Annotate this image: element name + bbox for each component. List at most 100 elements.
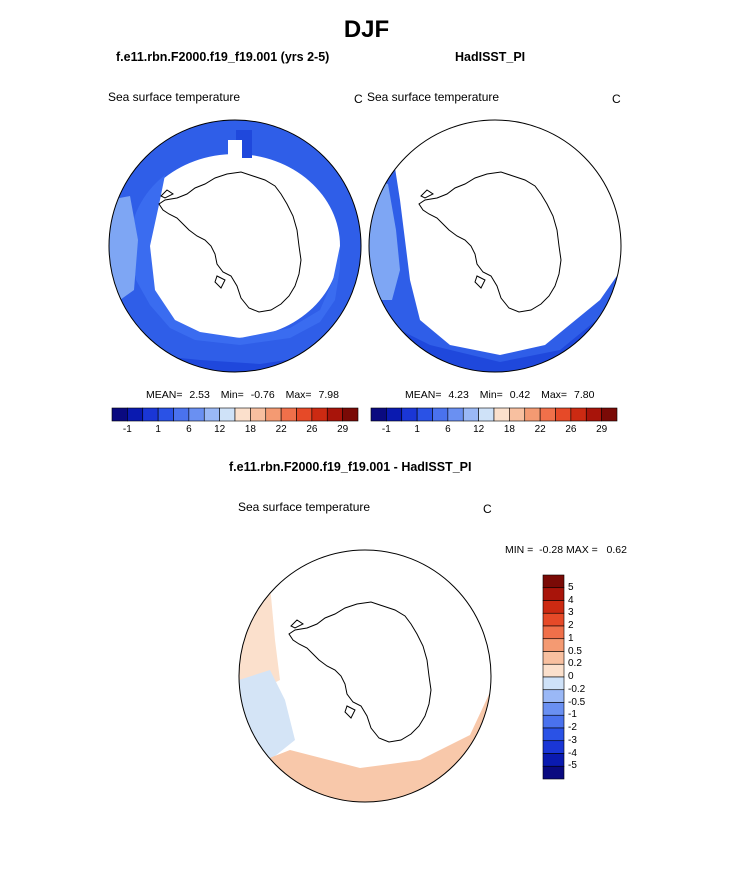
diff-colorbar-tick-label: 2 <box>568 620 574 631</box>
obs-min-value: 0.42 <box>509 389 531 401</box>
model-colorbar-swatch <box>296 407 313 422</box>
model-colorbar-swatch <box>311 407 328 422</box>
diff-colorbar-swatch <box>542 689 565 703</box>
model-colorbar-tick-label: -1 <box>122 424 132 435</box>
model-colorbar-swatch <box>142 407 159 422</box>
model-min-label: Min= <box>220 389 244 401</box>
obs-colorbar-swatch <box>386 407 403 422</box>
diff-colorbar-swatch <box>542 702 565 716</box>
diff-colorbar <box>542 574 565 780</box>
obs-colorbar-tick-label: 1 <box>414 424 420 435</box>
obs-colorbar-swatch <box>447 407 464 422</box>
obs-colorbar-tick-label: 18 <box>503 424 515 435</box>
model-colorbar-swatch <box>219 407 236 422</box>
obs-colorbar-tick-label: 12 <box>473 424 485 435</box>
model-colorbar-swatch <box>326 407 343 422</box>
diff-colorbar-tick-label: -0.2 <box>568 683 586 695</box>
obs-colorbar-swatch <box>370 407 387 422</box>
diff-colorbar-tick-label: 4 <box>568 594 574 606</box>
model-colorbar-tick-label: 26 <box>306 424 318 435</box>
diff-colorbar-tick-label: 0.5 <box>568 645 582 657</box>
obs-mean-label: MEAN= <box>405 389 442 401</box>
obs-colorbar-tick-label: 29 <box>596 424 608 435</box>
model-stats: MEAN= 2.53 Min= -0.76 Max= 7.98 <box>146 389 339 401</box>
diff-colorbar-swatch <box>542 600 565 614</box>
model-colorbar-swatch <box>173 407 190 422</box>
obs-mean-value: 4.23 <box>448 389 469 401</box>
diff-colorbar-swatch <box>542 676 565 691</box>
diff-colorbar-swatch <box>542 663 565 678</box>
diff-colorbar-swatch <box>542 753 565 767</box>
model-colorbar-swatch <box>111 407 128 422</box>
model-sst-warm-patch <box>109 196 138 300</box>
obs-colorbar-swatch <box>401 407 418 422</box>
diff-colorbar-swatch <box>542 740 565 754</box>
obs-max-value: 7.80 <box>573 389 595 401</box>
obs-colorbar-swatch <box>493 407 510 422</box>
obs-colorbar-swatch <box>462 407 479 422</box>
obs-colorbar-swatch <box>478 407 495 422</box>
obs-colorbar-swatch <box>416 407 433 422</box>
model-map <box>108 119 362 373</box>
obs-colorbar-swatch <box>555 407 572 422</box>
diff-case-title: f.e11.rbn.F2000.f19_f19.001 - HadISST_PI <box>229 460 472 474</box>
diff-colorbar-tick-label: 3 <box>568 607 574 619</box>
model-units-label: C <box>354 92 363 106</box>
model-colorbar-tick-label: 18 <box>244 424 256 435</box>
model-case-title: f.e11.rbn.F2000.f19_f19.001 (yrs 2-5) <box>116 50 330 64</box>
diff-colorbar-tick-label: -3 <box>568 734 577 746</box>
diff-colorbar-swatch <box>542 625 565 640</box>
model-colorbar-tick-label: 6 <box>186 424 192 435</box>
obs-case-title: HadISST_PI <box>455 50 526 64</box>
model-colorbar <box>111 407 359 422</box>
diff-colorbar-swatch <box>542 651 565 665</box>
model-colorbar-tick-label: 22 <box>275 424 287 435</box>
model-max-label: Max= <box>285 389 312 401</box>
obs-colorbar-swatch <box>509 407 526 422</box>
diff-colorbar-tick-label: -4 <box>568 747 577 759</box>
model-colorbar-swatch <box>188 407 205 422</box>
obs-colorbar-tick-label: 6 <box>445 424 451 435</box>
model-colorbar-swatch <box>234 407 251 422</box>
model-colorbar-swatch <box>250 407 267 422</box>
model-colorbar-swatch <box>342 407 359 422</box>
obs-colorbar-swatch <box>585 407 602 422</box>
obs-map <box>368 119 622 373</box>
model-max-value: 7.98 <box>318 389 339 401</box>
obs-sst-warm-patch <box>369 180 400 300</box>
obs-max-label: Max= <box>541 389 568 401</box>
model-colorbar-swatch <box>265 407 282 422</box>
diff-minmax: MIN = -0.28 MAX = 0.62 <box>505 544 627 556</box>
obs-units-label: C <box>612 92 621 106</box>
model-colorbar-swatch <box>280 407 297 422</box>
obs-variable-label: Sea surface temperature <box>367 90 500 104</box>
model-colorbar-swatch <box>127 407 144 422</box>
diff-colorbar-swatch <box>542 638 565 652</box>
obs-colorbar-tick-label: 22 <box>534 424 546 435</box>
diff-sst-positive-south <box>239 690 491 802</box>
diff-colorbar-swatch <box>542 714 565 729</box>
obs-stats: MEAN= 4.23 Min= 0.42 Max= 7.80 <box>405 389 594 401</box>
obs-colorbar-swatch <box>570 407 587 422</box>
diff-colorbar-tick-label: -2 <box>568 722 577 733</box>
obs-colorbar-swatch <box>539 407 556 422</box>
obs-colorbar-tick-label: -1 <box>381 424 391 435</box>
diff-colorbar-swatch <box>542 612 565 627</box>
season-title: DJF <box>343 16 390 43</box>
model-colorbar-tick-label: 12 <box>214 424 226 435</box>
model-mean-label: MEAN= <box>146 389 183 401</box>
diff-colorbar-tick-label: -1 <box>568 709 577 721</box>
diff-colorbar-tick-label: 5 <box>568 581 574 593</box>
diff-colorbar-tick-label: 1 <box>568 632 574 644</box>
model-min-value: -0.76 <box>250 389 275 401</box>
model-colorbar-tick-label: 29 <box>337 424 349 435</box>
obs-colorbar <box>370 407 618 422</box>
diff-colorbar-swatch <box>542 574 565 589</box>
diff-colorbar-swatch <box>542 765 565 780</box>
diff-units-label: C <box>483 502 492 516</box>
model-colorbar-tick-label: 1 <box>155 424 161 435</box>
obs-colorbar-swatch <box>524 407 541 422</box>
model-mean-value: 2.53 <box>189 389 210 401</box>
diff-colorbar-tick-label: -5 <box>568 760 577 772</box>
